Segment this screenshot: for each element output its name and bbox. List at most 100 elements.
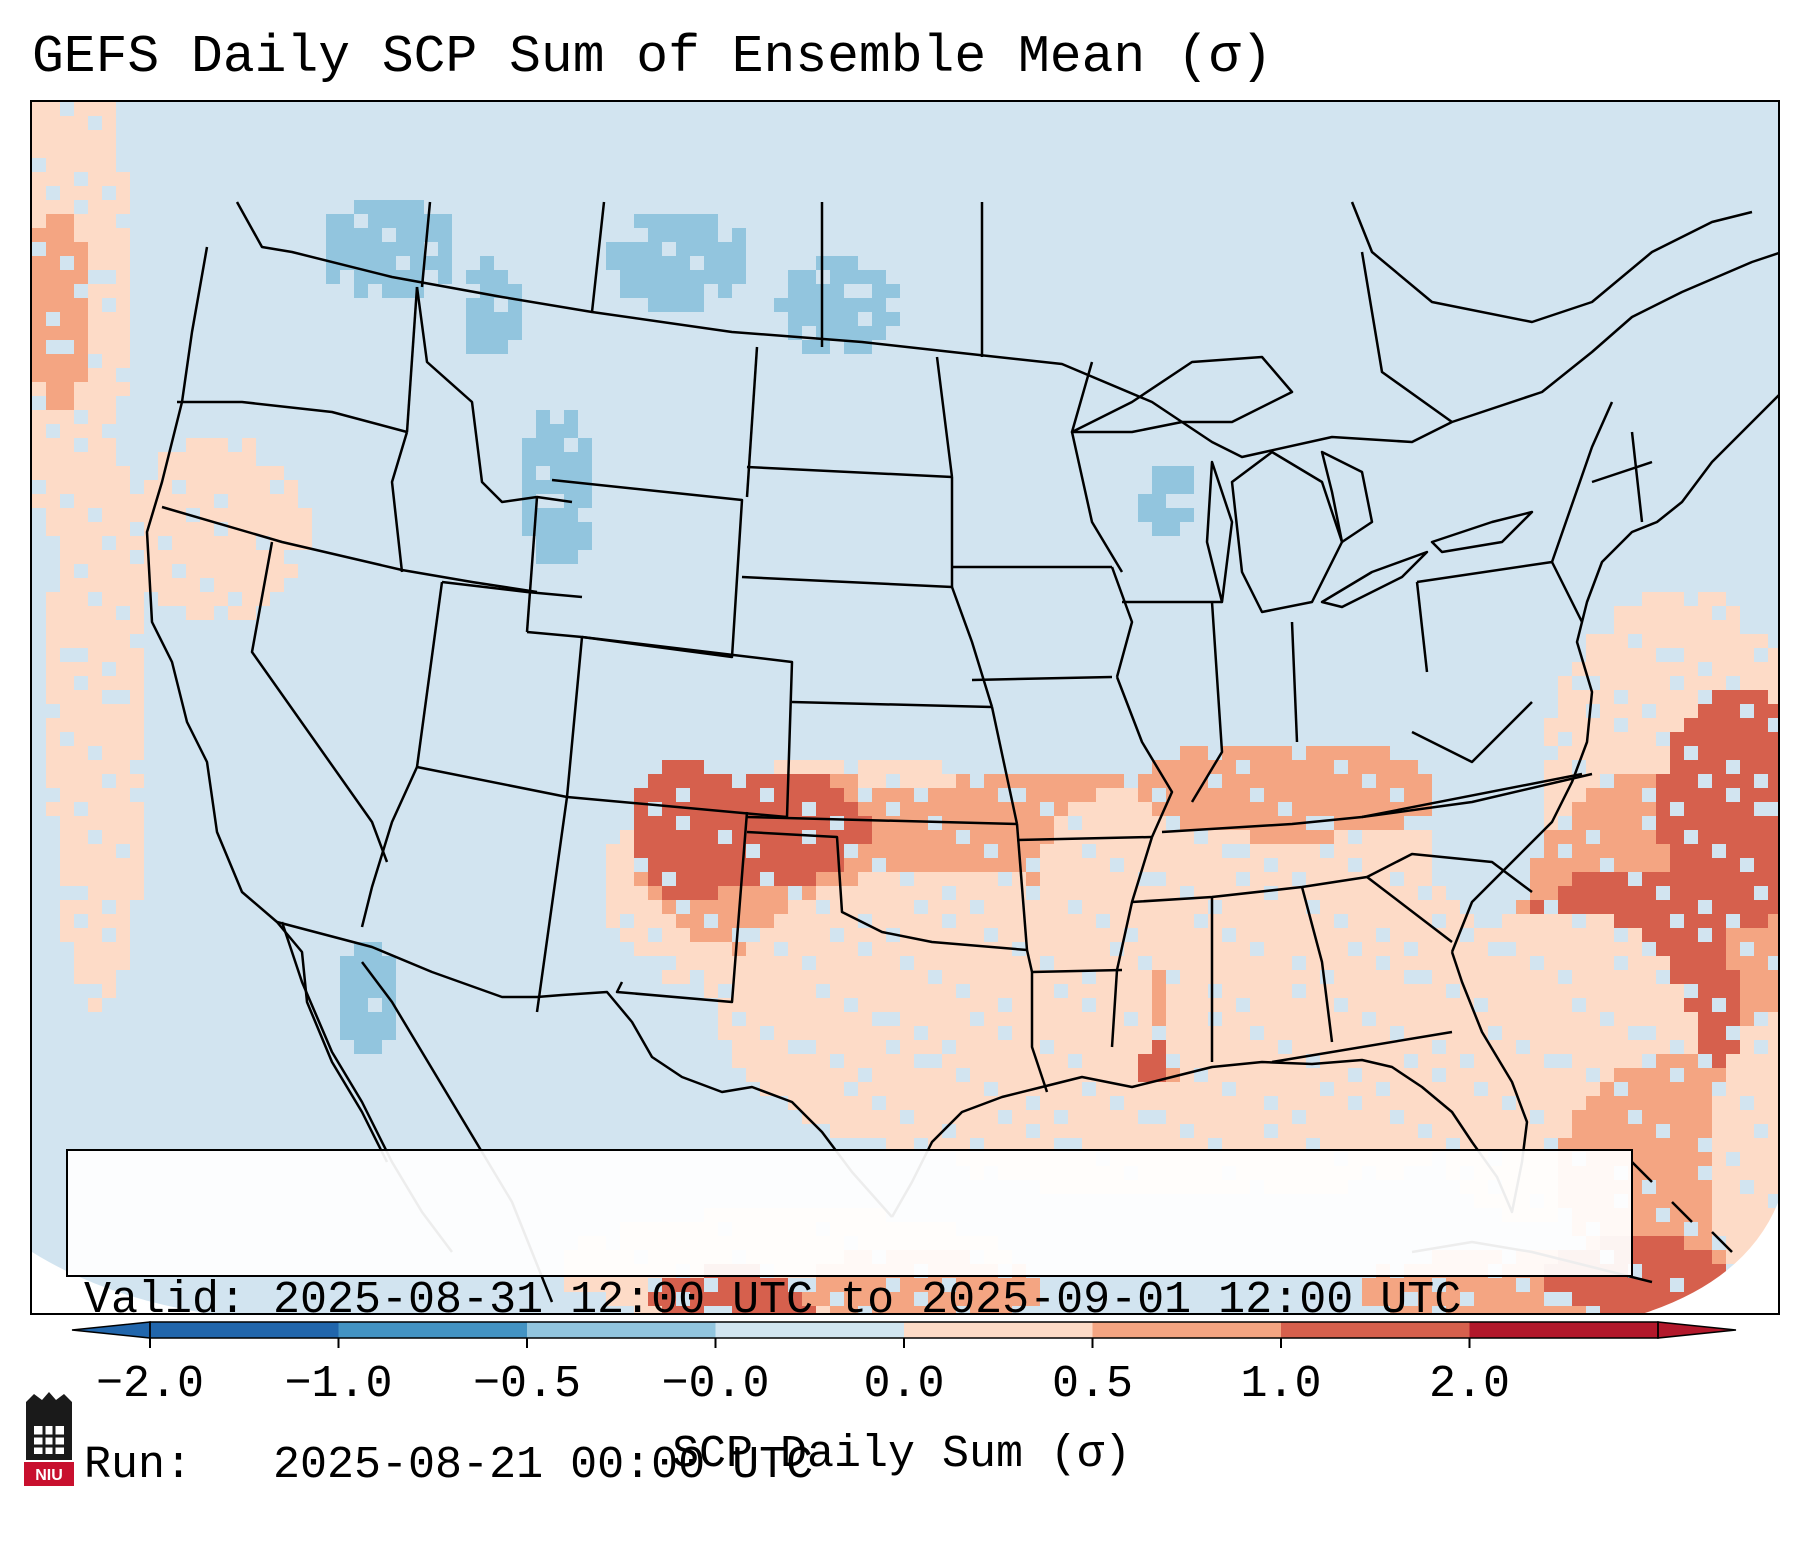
heatmap-cell [88,410,102,424]
heatmap-cell [130,508,144,522]
heatmap-cell [1166,1096,1180,1110]
heatmap-cell [1586,662,1600,676]
heatmap-cell [1026,830,1040,844]
heatmap-cell [1502,1292,1516,1306]
heatmap-cell [1516,1054,1530,1068]
heatmap-cell [802,1110,816,1124]
heatmap-cell [116,732,130,746]
heatmap-cell [1754,1194,1768,1208]
heatmap-cell [382,214,396,228]
heatmap-cell [1432,970,1446,984]
heatmap-cell [60,144,74,158]
heatmap-cell [74,746,88,760]
heatmap-cell [774,1012,788,1026]
heatmap-cell [984,900,998,914]
heatmap-cell [1768,1096,1778,1110]
heatmap-cell [130,578,144,592]
heatmap-cell [1712,1222,1726,1236]
heatmap-cell [1768,928,1778,942]
heatmap-cell [970,1110,984,1124]
heatmap-cell [1166,508,1180,522]
heatmap-cell [1712,788,1726,802]
heatmap-cell [788,1026,802,1040]
heatmap-cell [1194,802,1208,816]
heatmap-cell [858,1124,872,1138]
heatmap-cell [1656,942,1670,956]
heatmap-cell [102,970,116,984]
heatmap-cell [648,886,662,900]
heatmap-cell [88,256,102,270]
heatmap-cell [1726,942,1740,956]
heatmap-cell [830,1040,844,1054]
heatmap-cell [928,858,942,872]
heatmap-cell [1754,1152,1768,1166]
heatmap-cell [774,858,788,872]
heatmap-cell [1054,816,1068,830]
heatmap-cell [704,900,718,914]
heatmap-cell [74,816,88,830]
heatmap-cell [648,900,662,914]
heatmap-cell [1516,956,1530,970]
heatmap-cell [1012,970,1026,984]
heatmap-cell [1516,1068,1530,1082]
heatmap-cell [648,242,662,256]
heatmap-cell [1446,1040,1460,1054]
heatmap-cell [984,858,998,872]
heatmap-cell [690,228,704,242]
heatmap-cell [1110,1012,1124,1026]
heatmap-cell [158,592,172,606]
heatmap-cell [340,228,354,242]
heatmap-cell [88,620,102,634]
heatmap-cell [1096,1068,1110,1082]
heatmap-cell [606,256,620,270]
heatmap-cell [1628,802,1642,816]
heatmap-cell [1684,1124,1698,1138]
heatmap-cell [1152,886,1166,900]
heatmap-cell [914,858,928,872]
heatmap-cell [732,1306,746,1313]
heatmap-cell [60,788,74,802]
heatmap-cell [1544,956,1558,970]
heatmap-cell [60,186,74,200]
heatmap-cell [648,270,662,284]
heatmap-cell [1768,1166,1778,1180]
heatmap-cell [914,1040,928,1054]
heatmap-cell [620,1292,634,1306]
heatmap-cell [494,312,508,326]
heatmap-cell [1194,1040,1208,1054]
heatmap-cell [214,536,228,550]
heatmap-cell [1642,928,1656,942]
heatmap-cell [1712,1110,1726,1124]
heatmap-cell [1278,1096,1292,1110]
heatmap-cell [760,956,774,970]
heatmap-cell [1586,942,1600,956]
heatmap-cell [1194,872,1208,886]
heatmap-cell [116,354,130,368]
heatmap-cell [984,956,998,970]
heatmap-cell [1180,872,1194,886]
border-new-england [1550,401,1653,563]
heatmap-cell [32,452,46,466]
heatmap-cell [942,872,956,886]
heatmap-cell [1600,648,1614,662]
heatmap-cell [74,326,88,340]
heatmap-cell [200,452,214,466]
heatmap-cell [900,1306,914,1313]
heatmap-cell [942,802,956,816]
heatmap-cell [844,1110,858,1124]
heatmap-cell [88,606,102,620]
heatmap-cell [788,956,802,970]
heatmap-cell [718,942,732,956]
heatmap-cell [1586,928,1600,942]
heatmap-cell [760,1054,774,1068]
heatmap-cell [1348,998,1362,1012]
heatmap-cell [102,578,116,592]
heatmap-cell [816,1068,830,1082]
heatmap-cell [1684,900,1698,914]
heatmap-cell [1222,970,1236,984]
heatmap-cell [564,452,578,466]
heatmap-cell [690,270,704,284]
heatmap-cell [1054,1068,1068,1082]
heatmap-cell [1278,816,1292,830]
heatmap-cell [32,228,46,242]
